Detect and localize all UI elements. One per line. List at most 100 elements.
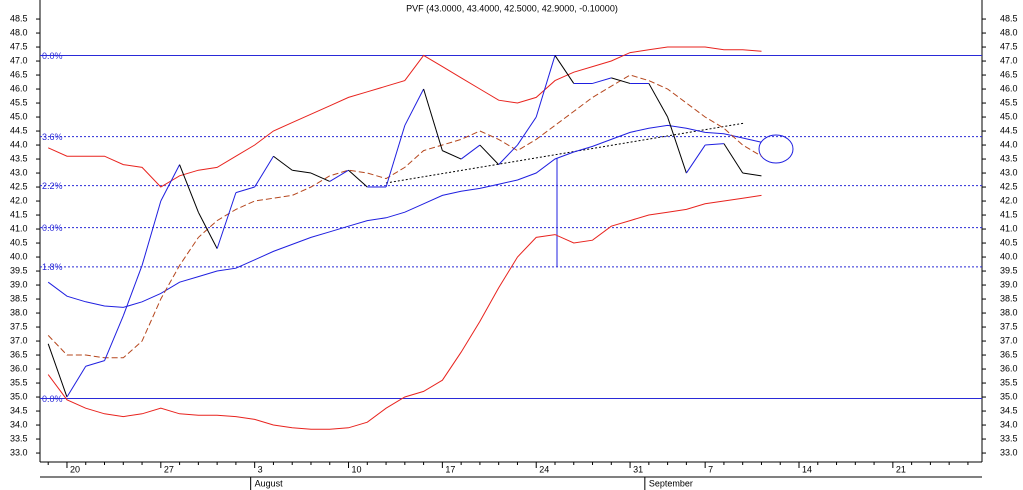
price-line xyxy=(460,144,481,160)
price-line xyxy=(141,200,162,266)
y-tick-label: 46.0 xyxy=(10,83,28,93)
y-tick-label: 34.5 xyxy=(1000,405,1018,415)
y-tick-label: 46.5 xyxy=(1000,69,1018,79)
y-tick-label: 45.0 xyxy=(10,111,28,121)
indicator-line xyxy=(47,194,762,430)
price-line xyxy=(592,77,612,84)
plot-area xyxy=(40,46,982,430)
y-tick-label: 47.0 xyxy=(10,55,28,65)
y-tick-label: 48.5 xyxy=(10,13,28,23)
y-tick-label: 36.0 xyxy=(10,363,28,373)
y-tick-label: 36.5 xyxy=(10,349,28,359)
price-line xyxy=(404,88,425,126)
y-tick-label: 38.5 xyxy=(10,293,28,303)
month-label: August xyxy=(255,478,284,488)
level-label: 0.0% xyxy=(42,223,63,233)
y-tick-label: 35.0 xyxy=(1000,391,1018,401)
y-tick-label: 41.5 xyxy=(10,209,28,219)
level-label: 0.0% xyxy=(42,51,63,61)
price-line xyxy=(292,169,312,174)
y-tick-label: 46.0 xyxy=(1000,83,1018,93)
y-tick-label: 41.5 xyxy=(1000,209,1018,219)
y-tick-label: 39.0 xyxy=(10,279,28,289)
y-tick-label: 42.5 xyxy=(10,181,28,191)
y-tick-label: 46.5 xyxy=(10,69,28,79)
y-tick-label: 48.0 xyxy=(1000,27,1018,37)
price-line xyxy=(498,144,518,165)
price-line xyxy=(197,212,218,249)
y-tick-label: 44.5 xyxy=(10,125,28,135)
y-tick-label: 38.0 xyxy=(1000,307,1018,317)
price-line xyxy=(517,116,537,146)
y-tick-label: 43.0 xyxy=(10,167,28,177)
y-tick-label: 37.0 xyxy=(10,335,28,345)
y-tick-label: 44.0 xyxy=(1000,139,1018,149)
price-line xyxy=(85,360,105,367)
chart-title: PVF (43.0000, 43.4000, 42.5000, 42.9000,… xyxy=(406,3,618,13)
y-tick-label: 47.5 xyxy=(1000,41,1018,51)
price-line xyxy=(685,144,706,174)
y-tick-label: 35.0 xyxy=(10,391,28,401)
level-label: 0.0% xyxy=(42,394,63,404)
y-tick-label: 35.5 xyxy=(1000,377,1018,387)
price-line xyxy=(273,155,293,171)
y-tick-label: 40.0 xyxy=(10,251,28,261)
price-line xyxy=(554,55,575,84)
price-line xyxy=(705,143,724,146)
price-line xyxy=(723,143,744,174)
indicator-line xyxy=(47,124,762,308)
price-line xyxy=(742,172,762,177)
price-line xyxy=(611,77,631,84)
price-line xyxy=(348,169,368,188)
y-tick-label: 45.0 xyxy=(1000,111,1018,121)
y-tick-label: 35.5 xyxy=(10,377,28,387)
y-tick-label: 41.0 xyxy=(10,223,28,233)
y-tick-label: 42.0 xyxy=(1000,195,1018,205)
month-label: September xyxy=(649,478,693,488)
price-line xyxy=(104,315,124,361)
y-tick-label: 45.5 xyxy=(1000,97,1018,107)
price-line xyxy=(160,164,181,202)
x-tick-label: 24 xyxy=(539,464,549,474)
y-tick-label: 40.5 xyxy=(1000,237,1018,247)
x-tick-label: 31 xyxy=(633,464,643,474)
price-line xyxy=(310,172,330,182)
y-tick-label: 38.0 xyxy=(10,307,28,317)
y-tick-label: 48.5 xyxy=(1000,13,1018,23)
x-tick-label: 10 xyxy=(352,464,362,474)
price-line xyxy=(423,88,443,151)
indicator-line xyxy=(47,74,762,359)
y-tick-label: 37.5 xyxy=(10,321,28,331)
x-tick-label: 3 xyxy=(258,464,263,474)
y-tick-label: 47.0 xyxy=(1000,55,1018,65)
y-tick-label: 39.0 xyxy=(1000,279,1018,289)
level-label: 2.2% xyxy=(42,181,63,191)
y-tick-label: 34.5 xyxy=(10,405,28,415)
x-tick-label: 21 xyxy=(896,464,906,474)
price-line xyxy=(47,343,68,398)
y-tick-label: 43.5 xyxy=(10,153,28,163)
price-line xyxy=(385,125,406,188)
y-tick-label: 42.0 xyxy=(10,195,28,205)
y-tick-label: 44.0 xyxy=(10,139,28,149)
y-tick-label: 36.5 xyxy=(1000,349,1018,359)
price-line xyxy=(235,186,255,194)
x-tick-label: 20 xyxy=(70,464,80,474)
price-line xyxy=(479,144,500,165)
y-tick-label: 33.5 xyxy=(1000,433,1018,443)
trend-line xyxy=(385,122,746,184)
price-line xyxy=(216,192,237,249)
x-tick-label: 7 xyxy=(708,464,713,474)
level-label: 3.6% xyxy=(42,132,63,142)
level-label: 1.8% xyxy=(42,262,63,272)
y-tick-label: 33.5 xyxy=(10,433,28,443)
price-line xyxy=(648,83,669,118)
y-tick-label: 37.5 xyxy=(1000,321,1018,331)
y-tick-label: 33.0 xyxy=(10,447,28,457)
y-tick-label: 44.5 xyxy=(1000,125,1018,135)
y-tick-label: 39.5 xyxy=(10,265,28,275)
y-tick-label: 39.5 xyxy=(1000,265,1018,275)
y-tick-label: 40.5 xyxy=(10,237,28,247)
